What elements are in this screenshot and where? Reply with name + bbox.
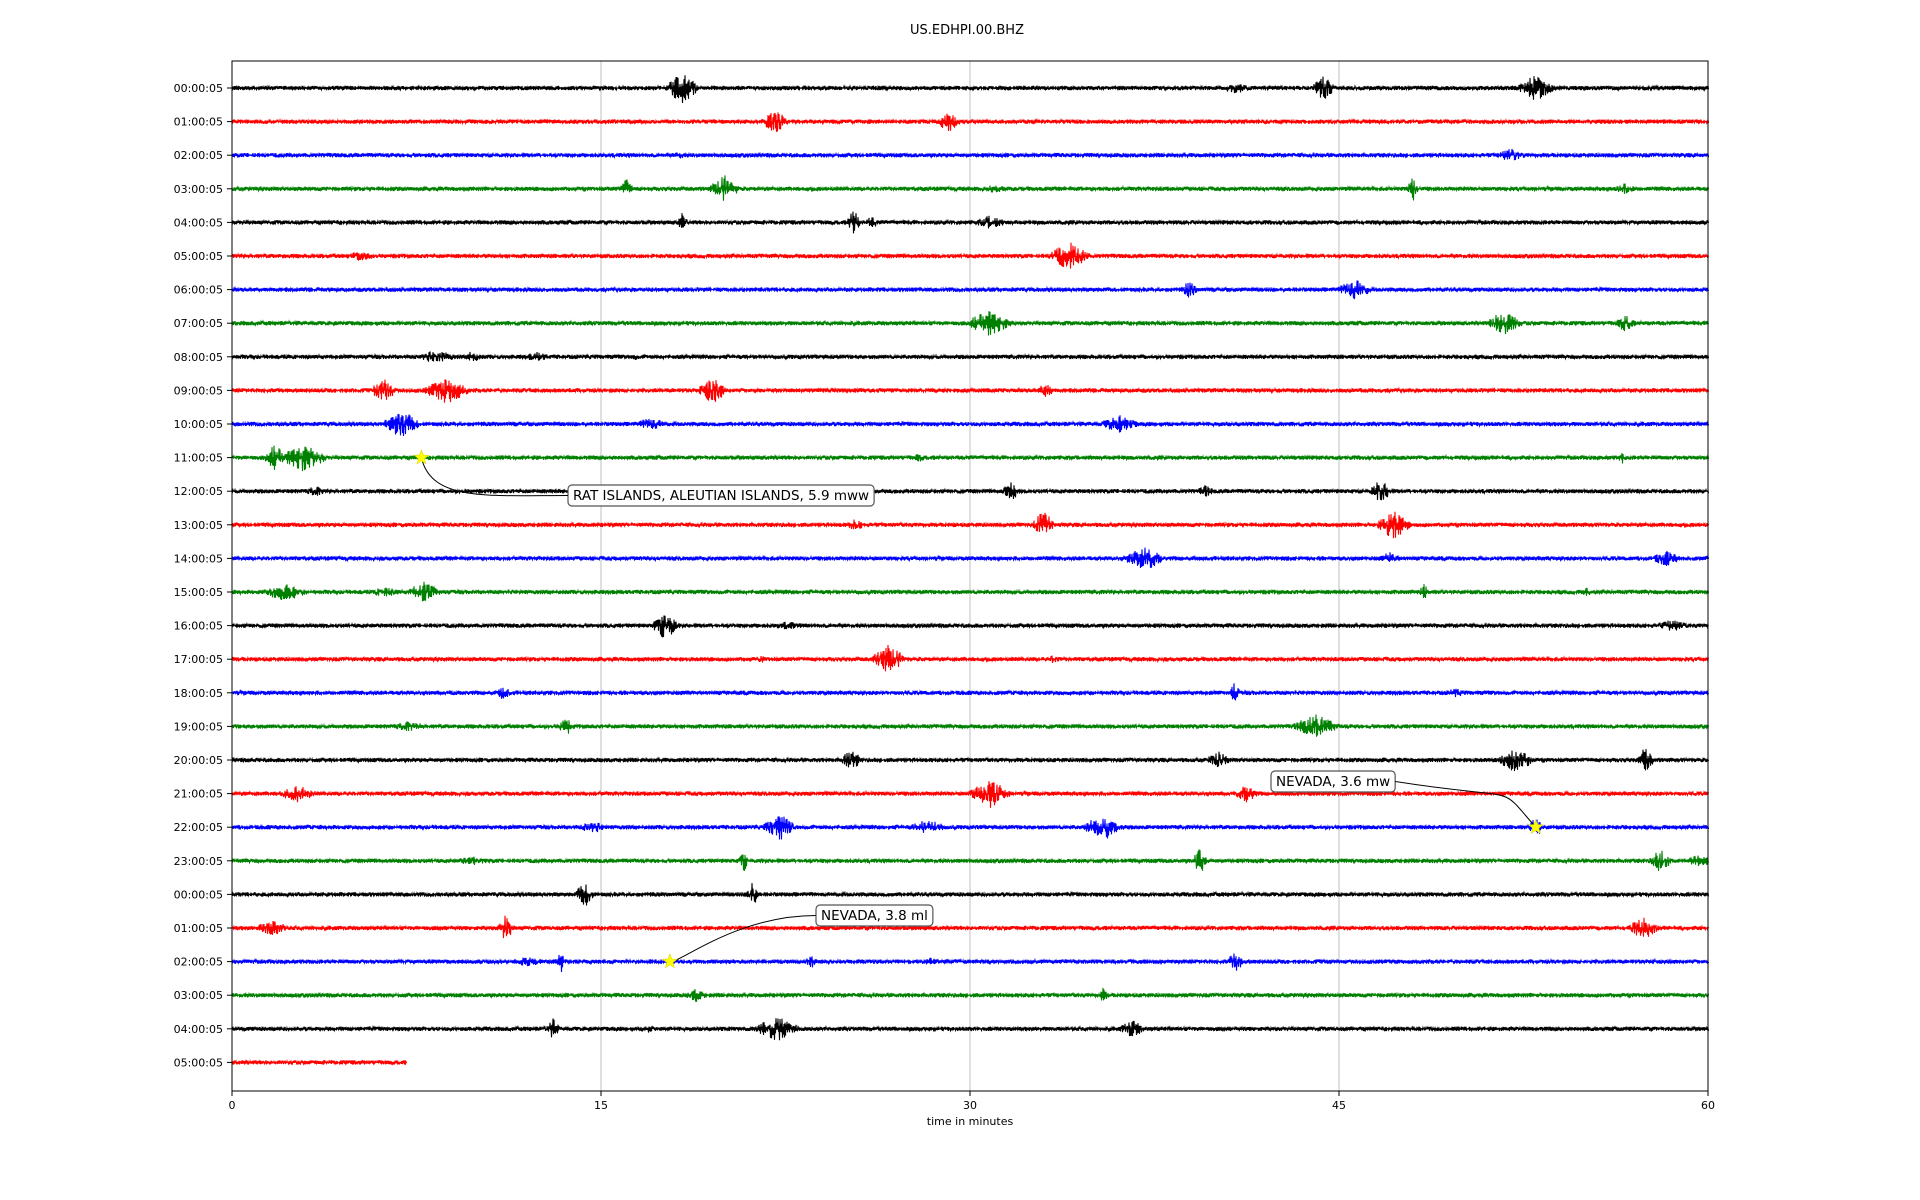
- x-tick-label-1: 15: [594, 1099, 608, 1112]
- x-tick-label-2: 30: [963, 1099, 977, 1112]
- trace-row-3: [231, 175, 1710, 201]
- x-tick-label-0: 0: [229, 1099, 236, 1112]
- y-tick-label-2: 02:00:05: [174, 149, 223, 162]
- trace-row-23: [231, 849, 1710, 872]
- event-annotations: RAT ISLANDS, ALEUTIAN ISLANDS, 5.9 mww NE…: [413, 449, 1544, 969]
- trace-row-7: [231, 311, 1710, 336]
- event-label-0: RAT ISLANDS, ALEUTIAN ISLANDS, 5.9 mww: [573, 488, 869, 504]
- trace-row-6: [231, 280, 1710, 300]
- y-tick-label-4: 04:00:05: [174, 216, 223, 229]
- event-label-2: NEVADA, 3.8 ml: [821, 908, 928, 924]
- y-tick-label-15: 15:00:05: [174, 586, 223, 599]
- trace-row-0: [231, 75, 1710, 104]
- trace-row-19: [231, 714, 1710, 737]
- y-tick-label-28: 04:00:05: [174, 1023, 223, 1036]
- y-tick-labels: 00:00:05 01:00:05 02:00:05 03:00:05 04:00:05…: [174, 82, 232, 1069]
- event-connector-0: [420, 457, 569, 497]
- y-tick-label-11: 11:00:05: [174, 452, 223, 465]
- trace-row-15: [231, 581, 1710, 602]
- y-tick-label-27: 03:00:05: [174, 989, 223, 1002]
- x-tick-label-3: 45: [1332, 1099, 1346, 1112]
- trace-row-10: [231, 413, 1710, 437]
- event-connector-2: [669, 915, 817, 963]
- y-tick-label-19: 19:00:05: [174, 720, 223, 733]
- trace-row-1: [231, 112, 1710, 132]
- trace-row-13: [231, 511, 1710, 539]
- event-connector-1: [1395, 781, 1537, 828]
- x-tick-label-4: 60: [1701, 1099, 1715, 1112]
- trace-row-22: [231, 816, 1710, 840]
- event-star-2: [661, 953, 678, 969]
- y-tick-label-13: 13:00:05: [174, 519, 223, 532]
- trace-row-9: [231, 379, 1710, 403]
- y-tick-label-6: 06:00:05: [174, 284, 223, 297]
- x-axis-label: time in minutes: [927, 1115, 1014, 1128]
- grid-lines: [600, 61, 1340, 1091]
- x-tick-labels: 0 15 30 45 60: [229, 1091, 1715, 1112]
- trace-row-11: [231, 445, 1710, 472]
- trace-row-17: [231, 644, 1710, 672]
- trace-row-8: [231, 351, 1710, 362]
- trace-row-2: [231, 148, 1710, 161]
- trace-row-18: [231, 683, 1710, 701]
- y-tick-label-7: 07:00:05: [174, 317, 223, 330]
- chart-title: US.EDHPI.00.BHZ: [910, 23, 1024, 38]
- trace-row-14: [231, 547, 1710, 569]
- y-tick-label-21: 21:00:05: [174, 788, 223, 801]
- y-tick-label-22: 22:00:05: [174, 821, 223, 834]
- y-tick-label-14: 14:00:05: [174, 552, 223, 565]
- trace-row-26: [231, 953, 1710, 973]
- trace-row-27: [231, 987, 1710, 1002]
- event-star-0: [413, 449, 430, 465]
- y-tick-label-9: 09:00:05: [174, 384, 223, 397]
- y-tick-label-0: 00:00:05: [174, 82, 223, 95]
- y-tick-label-12: 12:00:05: [174, 485, 223, 498]
- y-tick-label-20: 20:00:05: [174, 754, 223, 767]
- y-tick-label-25: 01:00:05: [174, 922, 223, 935]
- event-star-1: [1527, 818, 1544, 834]
- trace-row-12: [231, 482, 1710, 501]
- trace-row-24: [231, 883, 1710, 906]
- y-tick-label-23: 23:00:05: [174, 855, 223, 868]
- trace-row-20: [231, 749, 1710, 772]
- y-tick-label-24: 00:00:05: [174, 888, 223, 901]
- trace-row-16: [231, 615, 1709, 638]
- event-label-1: NEVADA, 3.6 mw: [1276, 774, 1390, 790]
- y-tick-label-17: 17:00:05: [174, 653, 223, 666]
- y-tick-label-3: 03:00:05: [174, 183, 223, 196]
- trace-row-25: [231, 915, 1710, 939]
- y-tick-label-18: 18:00:05: [174, 687, 223, 700]
- trace-layer: [231, 75, 1710, 1067]
- trace-row-21: [231, 781, 1710, 808]
- trace-row-5: [231, 242, 1710, 269]
- y-tick-label-5: 05:00:05: [174, 250, 223, 263]
- y-tick-label-1: 01:00:05: [174, 116, 223, 129]
- y-tick-label-26: 02:00:05: [174, 956, 223, 969]
- y-tick-label-29: 05:00:05: [174, 1056, 223, 1069]
- trace-row-4: [231, 211, 1710, 234]
- trace-row-29: [231, 1058, 408, 1067]
- trace-row-28: [231, 1018, 1710, 1041]
- y-tick-label-10: 10:00:05: [174, 418, 223, 431]
- y-tick-label-16: 16:00:05: [174, 620, 223, 633]
- y-tick-label-8: 08:00:05: [174, 351, 223, 364]
